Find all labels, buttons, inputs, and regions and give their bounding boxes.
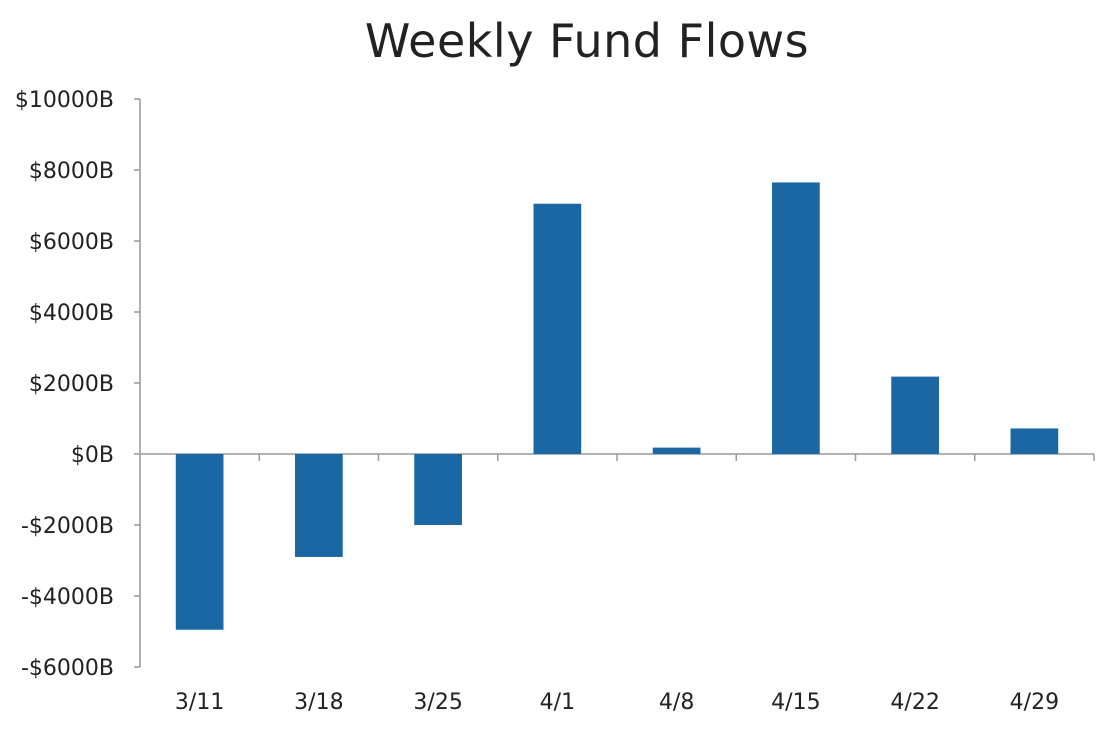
- x-axis: 3/11 3/18 3/25 4/1 4/8 4/15 4/22 4/29: [140, 453, 1095, 715]
- y-axis: $10000B $8000B $6000B $4000B $2000B $0B -$2000…: [15, 88, 141, 681]
- y-tick-label: $0B: [71, 443, 114, 468]
- y-tick-label: $4000B: [29, 301, 114, 326]
- y-tick-label: $6000B: [29, 230, 114, 255]
- x-tick-label: 4/8: [659, 690, 694, 715]
- y-tick-label: -$6000B: [21, 656, 114, 681]
- bars: [175, 182, 1059, 630]
- bar-4-22: [891, 376, 939, 454]
- x-tick-label: 4/22: [890, 690, 939, 715]
- bar-3-25: [414, 454, 462, 525]
- bar-3-18: [295, 454, 343, 557]
- y-tick-label: $2000B: [29, 372, 114, 397]
- x-tick-label: 3/11: [175, 690, 224, 715]
- y-tick-label: -$4000B: [21, 585, 114, 610]
- x-tick-label: 4/15: [771, 690, 820, 715]
- y-tick-label: $10000B: [15, 88, 114, 113]
- bar-4-1: [533, 203, 582, 454]
- bar-3-11: [175, 454, 224, 630]
- x-tick-label: 4/29: [1010, 690, 1059, 715]
- bar-4-15: [772, 182, 820, 455]
- x-tick-label: 3/25: [413, 690, 462, 715]
- bar-4-8: [652, 447, 701, 454]
- y-tick-label: $8000B: [29, 159, 114, 184]
- bar-4-29: [1010, 428, 1059, 454]
- x-tick-label: 3/18: [294, 690, 343, 715]
- chart-title: Weekly Fund Flows: [364, 14, 810, 68]
- y-tick-label: -$2000B: [21, 514, 114, 539]
- x-tick-label: 4/1: [540, 690, 575, 715]
